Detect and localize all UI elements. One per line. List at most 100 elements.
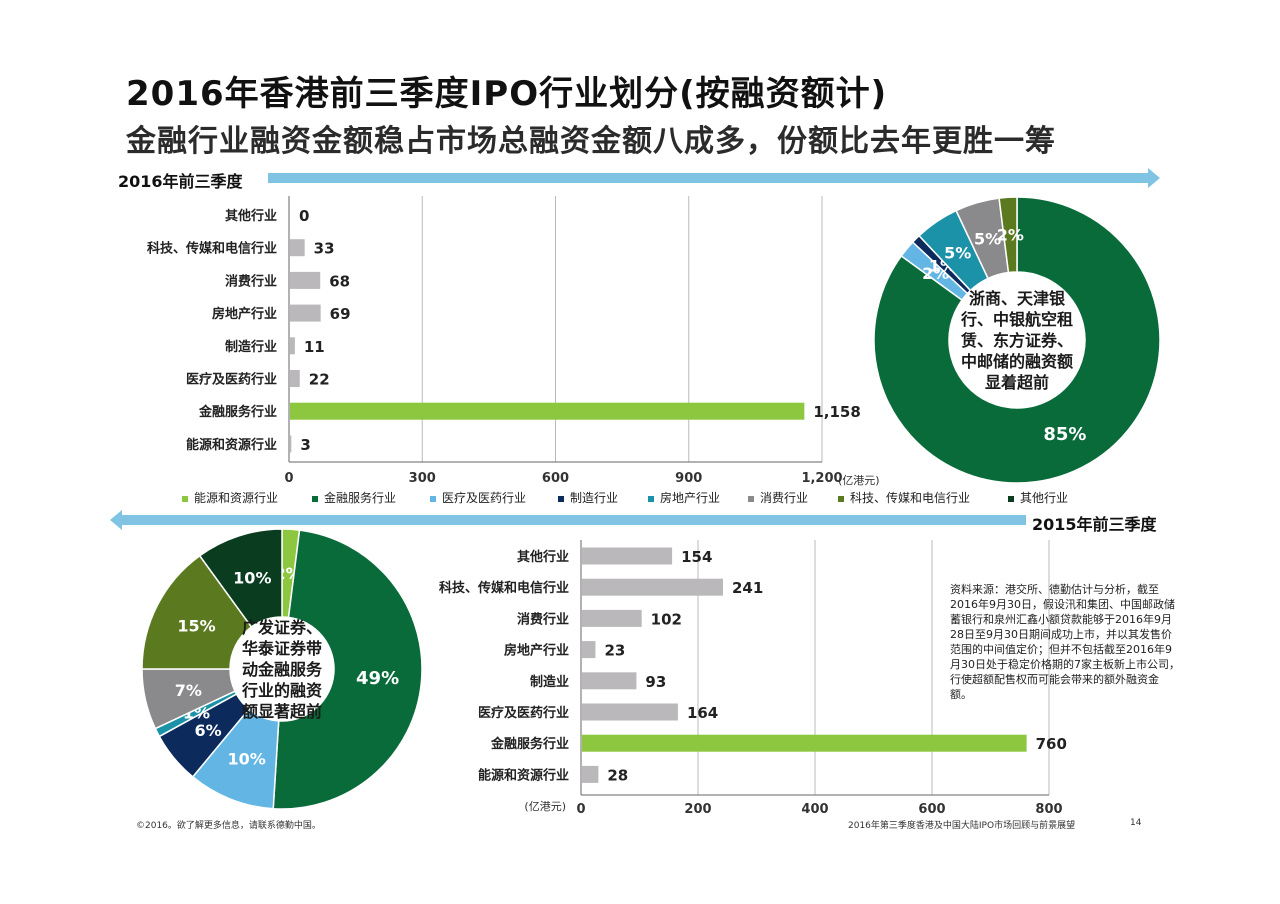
category-label: 制造业 — [530, 674, 569, 690]
legend-item-consumer: 消费行业 — [748, 489, 808, 506]
arrow-left-bottom — [110, 510, 1026, 530]
bar — [582, 734, 1027, 752]
donut-slice — [272, 529, 423, 810]
slice-label: 7% — [175, 681, 202, 700]
donut-center-text: 显着超前 — [985, 373, 1049, 392]
source-note: 资料来源：港交所、德勤估计与分析，截至2016年9月30日，假设汛和集团、中国邮… — [950, 583, 1180, 701]
legend-item-finance: 金融服务行业 — [312, 489, 396, 506]
legend-item-medical: 医疗及医药行业 — [430, 489, 526, 506]
category-label: 医疗及医药行业 — [186, 372, 277, 388]
x-tick-label: 0 — [284, 471, 293, 486]
donut-slice — [141, 554, 253, 670]
donut-center-text: 行业的融资 — [241, 681, 322, 700]
bar — [582, 547, 673, 565]
bar-value-label: 102 — [651, 610, 682, 628]
slice-label: 6% — [194, 721, 221, 740]
footer-report-title: 2016年第三季度香港及中国大陆IPO市场回顾与前景展望 — [848, 821, 1076, 831]
bar — [290, 337, 295, 355]
category-label: 其他行业 — [517, 549, 569, 565]
legend-item-energy: 能源和资源行业 — [182, 489, 278, 506]
bar — [582, 672, 637, 690]
bar-value-label: 3 — [300, 436, 310, 454]
bar-value-label: 22 — [309, 371, 330, 389]
bar-value-label: 154 — [681, 548, 712, 566]
axis-unit-label: (亿港元) — [524, 800, 566, 813]
x-tick-label: 0 — [576, 802, 585, 817]
page-subtitle: 金融行业融资金额稳占市场总融资金额八成多，份额比去年更胜一筹 — [126, 124, 1056, 159]
bar-value-label: 164 — [687, 704, 718, 722]
legend-swatch — [748, 495, 754, 502]
bar-value-label: 69 — [330, 305, 351, 323]
category-label: 房地产行业 — [504, 643, 569, 659]
bar — [290, 402, 805, 420]
bar-value-label: 68 — [329, 272, 350, 290]
bar-value-label: 33 — [314, 240, 335, 258]
bar-value-label: 28 — [607, 766, 628, 784]
chart-legend: 能源和资源行业 金融服务行业 医疗及医药行业 制造行业 房地产行业 消费行业 科… — [182, 489, 1082, 505]
footer-copyright: ©2016。欲了解更多信息，请联系德勤中国。 — [136, 821, 321, 831]
donut-center-text: 华泰证券带 — [242, 639, 322, 658]
slice-label: 5% — [944, 244, 971, 263]
slice-label: 49% — [356, 668, 399, 689]
bar — [582, 641, 596, 659]
bar — [582, 703, 678, 721]
category-label: 其他行业 — [225, 208, 277, 224]
bar-value-label: 23 — [604, 642, 625, 660]
donut-center-text: 动金融服务 — [242, 660, 323, 679]
donut-slice — [998, 196, 1018, 274]
slice-label: 10% — [228, 749, 266, 768]
category-label: 医疗及医药行业 — [478, 705, 569, 721]
category-label: 制造行业 — [225, 339, 277, 355]
legend-swatch — [648, 495, 654, 502]
x-tick-label: 600 — [918, 802, 945, 817]
arrow-right-top — [268, 168, 1160, 188]
period-label-2015: 2015年前三季度 — [1032, 515, 1157, 534]
legend-swatch — [838, 495, 844, 502]
x-tick-label: 1,200 — [801, 471, 842, 486]
bar — [290, 370, 300, 387]
donut-center-text: 广发证券、 — [242, 618, 322, 637]
bar-value-label: 93 — [645, 673, 666, 691]
category-label: 房地产行业 — [212, 306, 277, 322]
donut-center-text: 中邮储的融资额 — [961, 352, 1073, 371]
bar — [582, 578, 723, 596]
bar-value-label: 0 — [299, 207, 309, 225]
donut-center-text: 浙商、天津银 — [969, 289, 1066, 308]
bar-value-label: 760 — [1036, 735, 1067, 753]
period-label-2016: 2016年前三季度 — [118, 172, 243, 191]
donut-center-text: 赁、东方证券、 — [960, 331, 1073, 350]
donut-center-text: 额显著超前 — [242, 702, 322, 721]
slice-label: 15% — [177, 616, 215, 635]
x-tick-label: 800 — [1035, 802, 1062, 817]
legend-swatch — [1008, 495, 1014, 502]
category-label: 能源和资源行业 — [186, 437, 277, 453]
legend-item-manufacturing: 制造行业 — [558, 489, 618, 506]
legend-swatch — [558, 495, 564, 502]
slice-label: 85% — [1043, 424, 1086, 445]
bar — [290, 239, 305, 257]
x-tick-label: 600 — [542, 471, 569, 486]
page-title: 2016年香港前三季度IPO行业划分(按融资额计) — [126, 74, 888, 114]
legend-swatch — [430, 495, 436, 502]
bar-value-label: 1,158 — [813, 403, 860, 421]
legend-item-realestate: 房地产行业 — [648, 489, 720, 506]
x-tick-label: 900 — [675, 471, 702, 486]
bar — [290, 435, 292, 453]
bar — [582, 609, 642, 627]
category-label: 科技、传媒和电信行业 — [439, 580, 569, 596]
x-tick-label: 200 — [684, 802, 711, 817]
legend-item-tmt: 科技、传媒和电信行业 — [838, 489, 970, 506]
x-tick-label: 400 — [801, 802, 828, 817]
bar — [290, 271, 321, 289]
bar-value-label: 241 — [732, 579, 763, 597]
category-label: 金融服务行业 — [198, 404, 277, 420]
category-label: 消费行业 — [225, 273, 277, 289]
slice-label: 2% — [997, 226, 1024, 245]
legend-item-other: 其他行业 — [1008, 489, 1068, 506]
category-label: 金融服务行业 — [490, 736, 569, 752]
